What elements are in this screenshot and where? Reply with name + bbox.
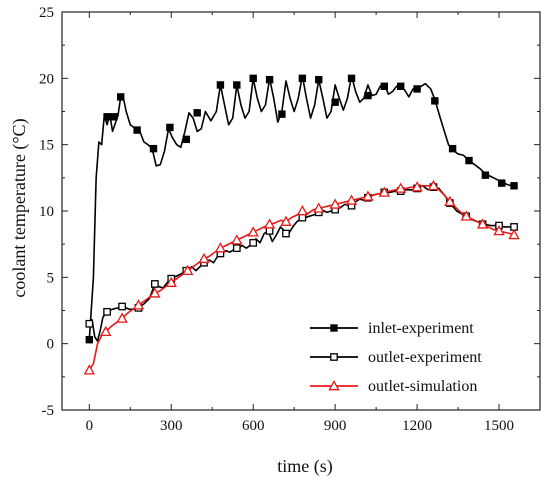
data-point	[103, 113, 111, 121]
data-point	[232, 244, 241, 252]
series-outlet-simulation	[83, 179, 520, 375]
data-point	[249, 238, 258, 247]
data-point	[364, 91, 372, 100]
data-point	[151, 280, 159, 288]
data-point	[216, 81, 225, 89]
legend-marker	[330, 353, 338, 361]
data-point	[149, 144, 158, 153]
data-point	[116, 312, 128, 323]
data-point	[378, 186, 391, 197]
data-point	[476, 218, 489, 229]
data-point	[448, 144, 457, 153]
data-point	[263, 218, 276, 229]
legend-marker	[328, 380, 340, 391]
data-point	[394, 182, 407, 193]
legend-label: outlet-experiment	[368, 349, 482, 366]
data-point	[83, 364, 96, 375]
series-inlet-experiment	[85, 74, 518, 344]
data-point	[149, 287, 161, 298]
data-point	[103, 307, 111, 316]
data-point	[313, 202, 325, 213]
data-point	[117, 93, 125, 101]
data-point	[427, 179, 440, 191]
data-point	[110, 113, 118, 121]
data-point	[132, 299, 145, 310]
y-tick-label: 25	[39, 5, 54, 21]
data-point	[85, 319, 94, 328]
data-point	[231, 234, 243, 245]
legend-item: inlet-experiment	[310, 320, 474, 337]
legend-marker	[330, 324, 338, 332]
data-point	[329, 198, 341, 209]
data-point	[233, 81, 241, 89]
data-point	[133, 126, 141, 134]
data-point	[345, 194, 358, 205]
x-tick-label: 300	[160, 418, 183, 434]
data-point	[99, 325, 112, 337]
data-point	[396, 82, 405, 90]
data-point	[165, 276, 177, 287]
data-point	[265, 227, 274, 235]
data-point	[249, 74, 257, 83]
data-point	[380, 82, 389, 90]
y-tick-label: 15	[39, 138, 54, 154]
legend-label: inlet-experiment	[368, 320, 474, 337]
legend-item: outlet-simulation	[310, 378, 477, 395]
axis-ticks: 0 300 600 900 1200 1500 -5 0 5 10 15 20 25	[39, 5, 540, 434]
data-point	[347, 74, 356, 83]
data-point	[481, 171, 490, 179]
data-point	[460, 210, 472, 221]
x-tick-label: 600	[242, 418, 265, 434]
series-layer	[83, 74, 520, 375]
data-point	[444, 195, 456, 207]
data-point	[265, 75, 274, 84]
series-line	[88, 74, 515, 340]
data-point	[498, 179, 506, 187]
data-point	[198, 252, 210, 264]
legend-label: outlet-simulation	[368, 378, 477, 395]
data-point	[510, 182, 518, 190]
data-point	[298, 213, 307, 222]
data-point	[493, 224, 505, 236]
data-point	[331, 98, 339, 106]
x-tick-label: 0	[86, 418, 94, 434]
data-point	[182, 135, 190, 144]
x-tick-label: 900	[324, 418, 347, 434]
y-tick-label: -5	[42, 403, 55, 419]
data-point	[280, 215, 292, 226]
x-tick-label: 1500	[484, 418, 514, 434]
data-point	[411, 181, 423, 192]
data-point	[214, 242, 227, 253]
data-point	[118, 302, 126, 311]
axis-labels: time (s) coolant temperature (°C)	[9, 118, 333, 477]
data-point	[465, 156, 473, 165]
data-point	[362, 190, 374, 201]
data-point	[278, 110, 286, 118]
y-tick-label: 20	[39, 71, 54, 87]
data-point	[296, 205, 309, 216]
data-point	[193, 109, 201, 117]
data-point	[166, 123, 174, 132]
data-point	[508, 228, 520, 240]
y-tick-label: 0	[47, 337, 55, 353]
data-point	[431, 97, 439, 105]
data-point	[85, 335, 94, 344]
data-point	[181, 264, 194, 276]
data-point	[413, 85, 421, 93]
data-point	[315, 75, 323, 84]
y-axis-label: coolant temperature (°C)	[9, 118, 30, 297]
x-tick-label: 1200	[402, 418, 432, 434]
legend: inlet-experiment outlet-experiment outlet-…	[310, 320, 482, 395]
x-axis-label: time (s)	[277, 456, 333, 477]
data-point	[298, 74, 307, 83]
data-point	[282, 229, 290, 238]
data-point	[247, 226, 259, 237]
y-tick-label: 10	[39, 204, 54, 220]
y-tick-label: 5	[47, 270, 55, 286]
legend-item: outlet-experiment	[310, 349, 482, 366]
